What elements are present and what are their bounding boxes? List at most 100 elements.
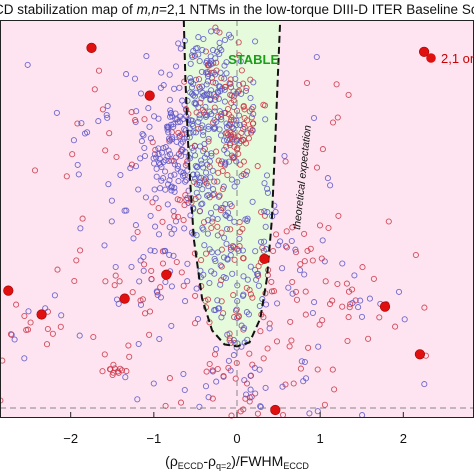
sample-point — [202, 175, 209, 182]
sample-point — [183, 196, 190, 203]
sample-point — [175, 178, 182, 185]
sample-point — [202, 250, 210, 257]
sample-point — [191, 100, 198, 107]
sample-point — [421, 381, 428, 388]
sample-point — [58, 312, 65, 319]
sample-point — [178, 146, 185, 153]
sample-point — [210, 186, 217, 193]
sample-point — [44, 325, 51, 333]
sample-point — [135, 340, 142, 348]
sample-point — [151, 151, 158, 158]
sample-point — [279, 383, 286, 390]
sample-point — [208, 87, 215, 94]
sample-point — [167, 113, 174, 120]
sample-point — [190, 92, 197, 99]
sample-point — [243, 309, 250, 316]
sample-point — [325, 224, 332, 232]
sample-point — [321, 401, 328, 408]
sample-point — [314, 366, 321, 373]
sample-point — [221, 234, 228, 241]
sample-point — [201, 140, 208, 147]
sample-point — [175, 151, 182, 158]
sample-point — [345, 314, 352, 321]
sample-point — [192, 195, 199, 203]
sample-point — [104, 114, 111, 121]
sample-point — [187, 60, 194, 67]
sample-point — [162, 168, 169, 175]
sample-point — [209, 79, 217, 86]
sample-point — [292, 249, 300, 256]
sample-point — [186, 134, 193, 141]
sample-point — [206, 360, 213, 368]
sample-point — [180, 217, 187, 224]
sample-point — [260, 355, 267, 362]
sample-point — [322, 278, 329, 285]
sample-point — [221, 146, 228, 153]
sample-point — [246, 394, 253, 401]
sample-point — [200, 271, 207, 278]
sample-point — [146, 308, 154, 315]
sample-point — [221, 86, 228, 93]
sample-point — [235, 150, 242, 157]
sample-point — [198, 68, 205, 75]
sample-point — [221, 36, 229, 44]
sample-point — [214, 297, 221, 304]
sample-point — [184, 158, 191, 165]
sample-point — [249, 198, 256, 205]
sample-point — [235, 52, 243, 59]
sample-point — [239, 247, 246, 254]
sample-point — [246, 398, 253, 405]
sample-point — [214, 249, 221, 256]
sample-point — [184, 278, 191, 285]
sample-point — [235, 133, 242, 140]
sample-point — [51, 292, 58, 299]
sample-point — [157, 294, 164, 301]
x-tick-label: 0 — [233, 431, 240, 446]
sample-point — [196, 179, 203, 186]
sample-point — [196, 115, 203, 122]
sample-point — [231, 256, 238, 263]
sample-point — [222, 160, 229, 167]
sample-point — [142, 194, 149, 201]
sample-point — [208, 224, 215, 232]
sample-point — [227, 140, 234, 147]
sample-point — [351, 272, 358, 279]
sample-point — [196, 181, 203, 189]
x-axis-label-part: -ρ — [203, 453, 216, 469]
sample-point — [277, 238, 284, 245]
sample-point — [213, 148, 220, 155]
sample-point — [288, 237, 295, 245]
onset-point — [414, 349, 426, 360]
sample-point — [99, 368, 106, 375]
sample-point — [218, 110, 225, 118]
sample-point — [166, 177, 173, 184]
sample-point — [214, 223, 221, 230]
sample-point — [226, 120, 233, 127]
sample-point — [217, 262, 224, 269]
sample-point — [309, 257, 316, 264]
sample-point — [123, 368, 130, 375]
sample-point — [297, 365, 304, 372]
sample-point — [106, 130, 113, 137]
sample-point — [110, 361, 117, 368]
sample-point — [221, 62, 228, 69]
x-axis-label-sub: ECCD — [178, 461, 204, 471]
sample-point — [343, 280, 350, 287]
sample-point — [166, 96, 173, 103]
sample-point — [223, 225, 231, 233]
sample-point — [301, 358, 308, 366]
sample-point — [257, 238, 265, 245]
sample-point — [349, 299, 356, 307]
sample-point — [128, 263, 135, 270]
sample-point — [230, 337, 237, 344]
sample-point — [345, 288, 353, 295]
sample-point — [150, 380, 157, 387]
sample-point — [212, 24, 219, 31]
sample-point — [307, 245, 314, 252]
sample-point — [165, 181, 172, 188]
sample-point — [147, 247, 154, 254]
sample-point — [223, 212, 230, 219]
sample-point — [227, 76, 234, 83]
sample-point — [158, 149, 166, 156]
sample-point — [313, 53, 320, 61]
